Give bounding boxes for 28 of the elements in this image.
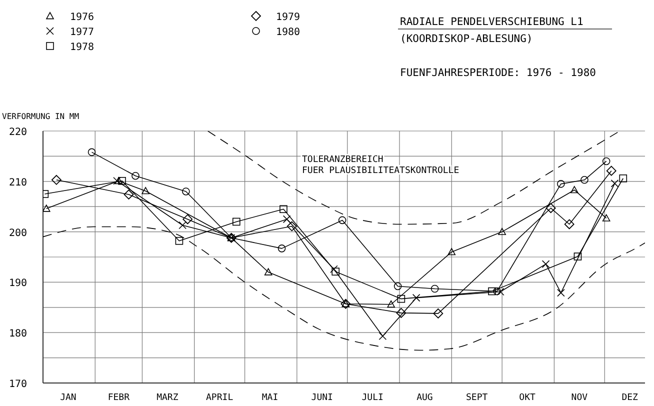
y-tick-label: 170 xyxy=(9,379,28,390)
x-tick-label: OKT xyxy=(519,393,536,403)
x-tick-label: DEZ xyxy=(622,393,639,403)
y-tick-label: 190 xyxy=(9,278,28,290)
x-tick-label: MARZ xyxy=(156,393,179,403)
x-tick-label: JAN xyxy=(60,393,76,403)
x-tick-label: SEPT xyxy=(466,393,488,403)
chart-title: RADIALE PENDELVERSCHIEBUNG L1 xyxy=(400,16,584,28)
annotation: TOLERANZBEREICH FUER PLAUSIBILITEATSKONTROLLE xyxy=(302,155,460,176)
x-tick-label: AUG xyxy=(416,393,433,403)
x-tick-label: JULI xyxy=(362,393,384,403)
legend-label: 1980 xyxy=(276,27,300,38)
y-axis-title: VERFORMUNG IN MM xyxy=(2,112,80,121)
y-tick-label: 200 xyxy=(9,228,28,239)
y-tick-label: 220 xyxy=(9,127,28,138)
x-tick-label: APRIL xyxy=(206,393,234,403)
y-tick-label: 180 xyxy=(9,328,28,340)
y-tick-label: 210 xyxy=(9,177,28,188)
text: FUENFJAHRESPERIODE: 1976 - 1980 xyxy=(400,67,596,79)
legend-label: 1977 xyxy=(70,27,94,38)
chart-subtitle: (KOORDISKOP-ABLESUNG) xyxy=(400,33,533,45)
x-tick-label: FEBR xyxy=(108,393,130,403)
x-tick-label: JUNI xyxy=(311,393,333,403)
x-tick-label: MAI xyxy=(262,393,278,403)
legend-label: 1978 xyxy=(70,42,94,53)
legend-label: 1979 xyxy=(276,12,300,23)
x-tick-label: NOV xyxy=(571,393,588,403)
legend-label: 1976 xyxy=(70,12,94,23)
